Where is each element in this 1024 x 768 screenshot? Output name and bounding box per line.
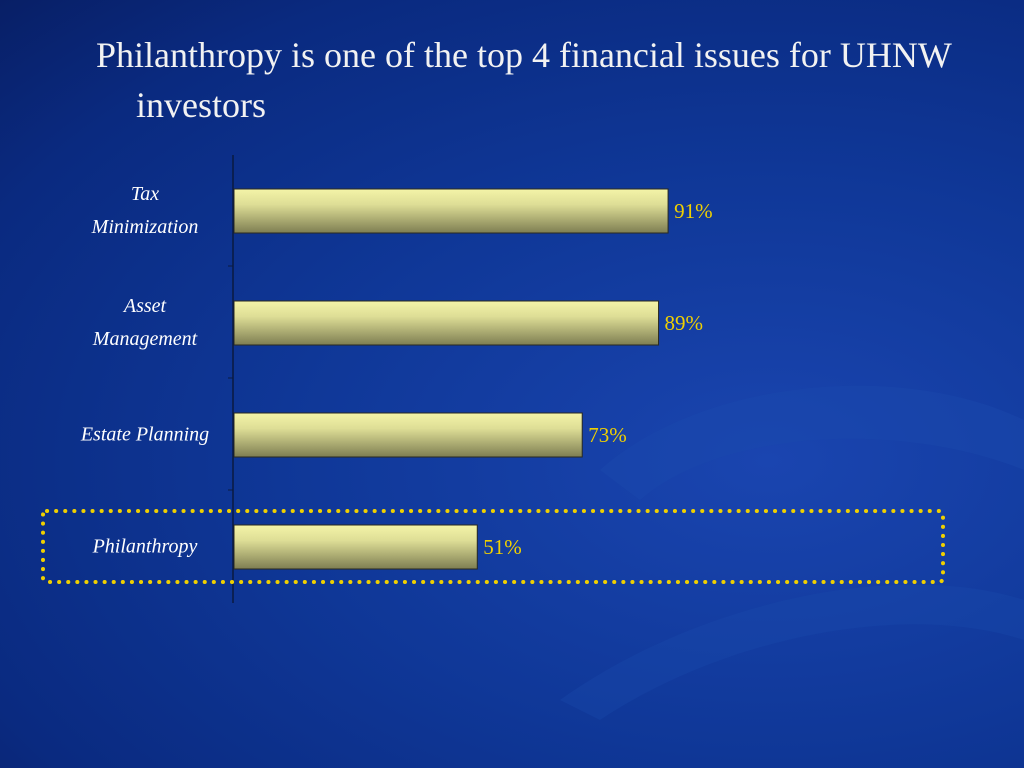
swirl xyxy=(600,385,1024,500)
value-label: 73% xyxy=(588,423,627,447)
value-label: 51% xyxy=(483,535,522,559)
value-label: 89% xyxy=(665,311,704,335)
highlight-box xyxy=(41,509,945,584)
category-label: Philanthropy xyxy=(92,535,198,558)
plot: 91% 89% 73% 51% xyxy=(233,188,713,570)
bar xyxy=(233,188,669,234)
bar xyxy=(233,300,660,346)
bar xyxy=(233,524,478,570)
bar xyxy=(233,412,583,458)
slide-title: Philanthropy is one of the top 4 financi… xyxy=(96,35,952,125)
value-label: 91% xyxy=(674,199,713,223)
category-label: Tax Minimization xyxy=(91,183,199,238)
swirl xyxy=(560,584,1024,720)
category-label: Estate Planning xyxy=(80,423,210,446)
category-label: Asset Management xyxy=(92,295,198,350)
